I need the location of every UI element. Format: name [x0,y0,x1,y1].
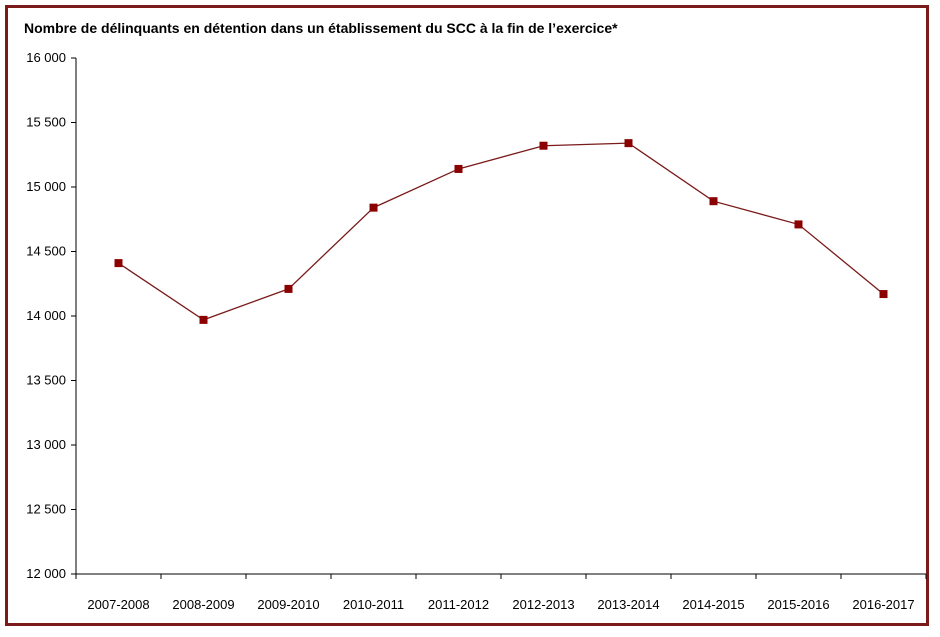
data-point [709,197,718,206]
y-tick-label: 14 000 [26,308,66,323]
y-tick-label: 13 500 [26,373,66,388]
data-point [539,141,548,150]
data-point [794,220,803,229]
x-tick-label: 2008-2009 [172,597,234,612]
x-tick-label: 2012-2013 [512,597,574,612]
data-point [284,284,293,293]
x-tick-label: 2015-2016 [767,597,829,612]
y-tick-label: 12 500 [26,502,66,517]
x-tick-label: 2010-2011 [343,597,404,612]
y-tick-label: 13 000 [26,437,66,452]
x-axis: 2007-2008 2008-2009 2009-2010 2010-2011 2011… [75,573,927,612]
y-tick-label: 14 500 [26,244,66,259]
data-point [624,139,633,148]
data-point [369,203,378,212]
x-tick-label: 2007-2008 [87,597,149,612]
y-axis: 12 000 12 500 13 000 13 500 14 000 14 500 15 0… [26,50,77,581]
x-tick-label: 2016-2017 [852,597,914,612]
y-tick-label: 15 500 [26,115,66,130]
x-tick-label: 2009-2010 [257,597,319,612]
series-line [114,139,888,324]
chart-title: Nombre de délinquants en détention dans … [24,20,618,36]
x-tick-label: 2011-2012 [428,597,489,612]
series-line-path [118,142,884,321]
data-point [114,259,123,268]
data-point [454,164,463,173]
y-tick-label: 12 000 [26,566,66,581]
y-tick-label: 15 000 [26,179,66,194]
y-tick-label: 16 000 [26,50,66,65]
chart-frame [5,5,929,626]
data-point [879,290,888,299]
x-tick-label: 2013-2014 [597,597,659,612]
x-tick-label: 2014-2015 [682,597,744,612]
data-point [199,315,208,324]
